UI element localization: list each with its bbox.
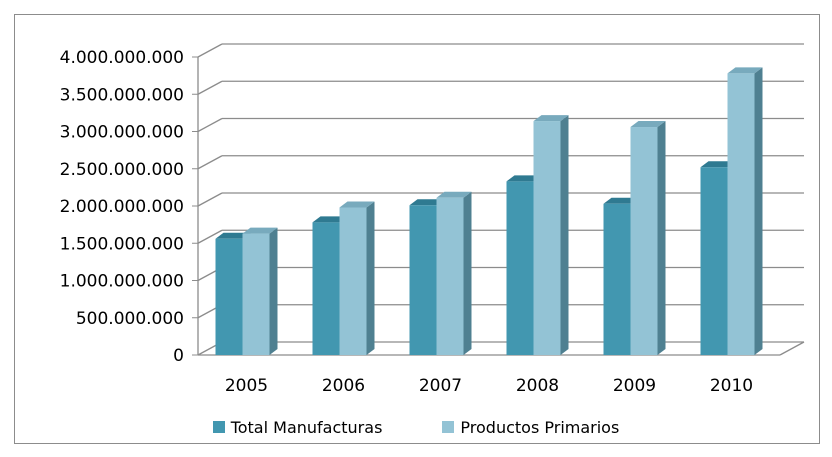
bar-side bbox=[463, 191, 472, 355]
bar-front bbox=[242, 233, 270, 355]
gridline-depth bbox=[197, 43, 223, 58]
bar-top bbox=[727, 67, 763, 74]
bar-top bbox=[242, 227, 278, 234]
bar-top bbox=[533, 115, 569, 122]
bar-front bbox=[215, 238, 243, 355]
bar-top bbox=[215, 232, 251, 239]
floor-right-edge bbox=[779, 341, 805, 356]
bar-top bbox=[312, 216, 348, 223]
bar-top bbox=[506, 175, 542, 182]
gridline-depth bbox=[197, 155, 223, 170]
bar bbox=[339, 201, 375, 355]
bar bbox=[727, 67, 763, 355]
x-tick-label: 2008 bbox=[516, 376, 559, 396]
axes bbox=[192, 56, 805, 356]
legend-item-total-manufacturas: Total Manufacturas bbox=[212, 417, 383, 437]
y-tick-label: 4.000.000.000 bbox=[60, 48, 184, 68]
y-tick-label: 3.000.000.000 bbox=[60, 123, 184, 143]
bar-side bbox=[657, 121, 666, 355]
legend-label-total-manufacturas: Total Manufacturas bbox=[230, 417, 383, 437]
bar bbox=[242, 227, 278, 355]
gridline-depth bbox=[197, 229, 223, 244]
bar-top bbox=[339, 201, 375, 208]
bar-top bbox=[630, 121, 666, 128]
bar-front bbox=[409, 205, 437, 355]
gridline-depth bbox=[197, 117, 223, 133]
y-tick-label: 1.000.000.000 bbox=[60, 272, 184, 292]
bar bbox=[630, 121, 666, 355]
bar-side bbox=[754, 67, 763, 355]
bar-front bbox=[630, 127, 658, 355]
bar-side bbox=[269, 227, 278, 355]
bar-front bbox=[727, 73, 755, 355]
y-tick-label: 500.000.000 bbox=[76, 309, 184, 329]
bar-front bbox=[603, 203, 631, 355]
bar-top bbox=[700, 161, 736, 168]
legend-label-productos-primarios: Productos Primarios bbox=[460, 417, 620, 437]
bars bbox=[215, 67, 763, 355]
gridline-depth bbox=[197, 80, 223, 95]
y-tick-label: 0 bbox=[173, 346, 184, 366]
x-tick-label: 2009 bbox=[613, 376, 656, 396]
legend: Total Manufacturas Productos Primarios bbox=[0, 417, 832, 437]
bar-front bbox=[312, 222, 340, 355]
y-tick-label: 3.500.000.000 bbox=[60, 85, 184, 105]
x-tick-label: 2006 bbox=[322, 376, 365, 396]
y-tick-label: 1.500.000.000 bbox=[60, 234, 184, 254]
x-tick-label: 2007 bbox=[419, 376, 462, 396]
legend-swatch-productos-primarios bbox=[442, 421, 455, 433]
bar-top bbox=[409, 199, 445, 206]
y-tick-label: 2.000.000.000 bbox=[60, 197, 184, 217]
tick-labels: 0 500.000.000 1.000.000.000 1.500.000.000 2.… bbox=[60, 48, 754, 396]
bar-front bbox=[436, 197, 464, 355]
bar bbox=[603, 197, 639, 355]
x-tick-label: 2005 bbox=[225, 376, 268, 396]
bar-front bbox=[506, 181, 534, 355]
gridline-depth bbox=[197, 192, 223, 207]
legend-item-productos-primarios: Productos Primarios bbox=[442, 418, 619, 437]
y-tick-label: 2.500.000.000 bbox=[60, 160, 184, 180]
bar-top bbox=[603, 197, 639, 204]
bar-front bbox=[700, 167, 728, 355]
legend-swatch-total-manufacturas bbox=[212, 421, 225, 433]
bar-side bbox=[560, 115, 569, 355]
bar bbox=[533, 115, 569, 355]
bar-front bbox=[533, 121, 561, 355]
bar-side bbox=[366, 201, 375, 355]
bar-top bbox=[436, 191, 472, 198]
bar-front bbox=[339, 207, 367, 355]
x-tick-label: 2010 bbox=[710, 376, 753, 396]
bar bbox=[436, 191, 472, 355]
